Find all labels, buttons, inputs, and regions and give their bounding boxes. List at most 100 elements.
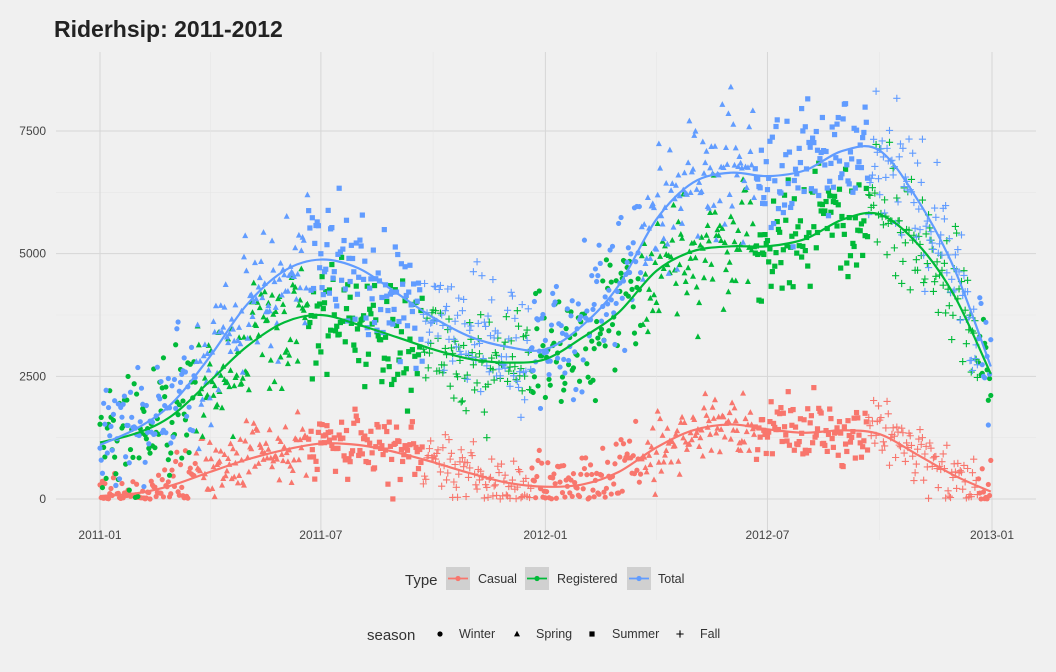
data-point [467, 322, 475, 330]
data-point [378, 306, 384, 313]
data-point [269, 237, 276, 244]
data-point [568, 313, 574, 319]
data-point [807, 144, 813, 150]
data-point [795, 441, 801, 448]
data-point [777, 411, 783, 417]
data-point [764, 187, 771, 193]
data-point [741, 177, 748, 184]
data-point [720, 413, 727, 420]
data-point [187, 361, 193, 367]
data-point [988, 337, 994, 343]
data-point [324, 423, 330, 429]
data-point [633, 341, 639, 347]
data-point [173, 405, 179, 411]
data-point [260, 313, 267, 320]
data-point [352, 406, 358, 412]
data-point [170, 434, 176, 440]
data-point [447, 449, 456, 457]
data-point [644, 194, 651, 200]
data-point [766, 175, 772, 181]
data-point [307, 454, 313, 460]
data-point [683, 289, 690, 296]
data-point [816, 405, 822, 411]
data-point [276, 293, 283, 299]
data-point [337, 249, 343, 255]
data-point [653, 245, 660, 252]
data-point [839, 213, 845, 220]
data-point [147, 450, 153, 456]
data-point [249, 313, 256, 320]
data-point [492, 351, 501, 359]
data-point [823, 148, 829, 155]
data-point [343, 306, 350, 312]
data-point [770, 220, 777, 227]
data-point [458, 397, 467, 405]
data-point [783, 432, 789, 438]
data-point [796, 145, 802, 151]
data-point [158, 490, 164, 496]
data-point [933, 158, 941, 167]
type-legend-key-casual [446, 567, 470, 590]
data-point [569, 493, 575, 500]
data-point [379, 294, 385, 301]
data-point [473, 379, 481, 387]
data-point [713, 429, 720, 436]
data-point [602, 494, 608, 500]
data-point [670, 201, 677, 208]
data-point [870, 201, 878, 209]
data-point [299, 426, 306, 432]
data-point [790, 406, 796, 413]
data-point [598, 326, 605, 332]
data-point [340, 435, 346, 441]
data-point [727, 83, 734, 90]
data-point [551, 471, 557, 477]
data-point [174, 449, 180, 455]
data-point [894, 428, 902, 436]
data-point [412, 325, 418, 331]
data-point [535, 457, 541, 464]
data-point [757, 185, 763, 191]
data-point [726, 409, 733, 416]
data-point [652, 491, 659, 497]
data-point [856, 432, 862, 438]
data-point [698, 188, 705, 195]
data-point [328, 429, 334, 435]
data-point [266, 385, 273, 391]
data-point [680, 434, 687, 441]
data-point [313, 458, 319, 464]
data-point [670, 223, 677, 230]
data-point [926, 224, 934, 232]
data-point [154, 364, 160, 370]
data-point [317, 301, 323, 307]
data-point [249, 309, 256, 315]
data-point [304, 191, 311, 198]
data-point [491, 481, 499, 489]
data-point [542, 495, 548, 501]
data-point [386, 419, 392, 425]
data-point [841, 424, 847, 430]
data-point [186, 449, 192, 456]
data-point [264, 316, 271, 323]
data-point [407, 336, 413, 342]
data-point [881, 196, 889, 204]
data-point [773, 123, 779, 130]
data-point [503, 306, 512, 314]
data-point [407, 442, 413, 448]
data-point [269, 291, 276, 298]
data-point [767, 138, 773, 144]
data-point [365, 332, 372, 338]
data-point [441, 431, 449, 439]
data-point [135, 364, 141, 371]
data-point [387, 443, 394, 449]
data-point [422, 317, 430, 325]
data-point [435, 285, 443, 294]
data-point [660, 235, 667, 242]
data-point [864, 447, 871, 453]
data-point [755, 251, 761, 258]
data-point [727, 213, 734, 220]
data-point [607, 247, 613, 253]
data-point [359, 451, 365, 457]
data-point [404, 408, 411, 414]
data-point [796, 439, 802, 445]
data-point [512, 334, 520, 342]
